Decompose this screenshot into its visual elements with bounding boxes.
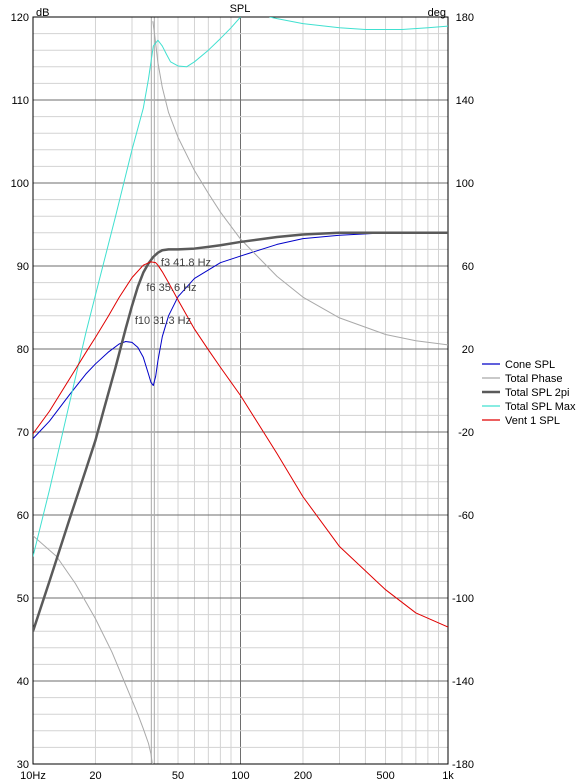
y-right-tick-label: -20 [458, 427, 474, 439]
series-line-total-spl-2pi [33, 231, 448, 632]
y-left-tick-label: 110 [11, 95, 29, 107]
series-line-total-spl-max [33, 17, 241, 557]
series-line-cone-spl [33, 232, 448, 439]
y-left-ticks: 120 110 100 90 80 70 60 50 40 30 [11, 12, 29, 771]
y-left-unit-label: dB [36, 7, 49, 19]
y-right-ticks: 180 140 100 60 20 -20 -60 -100 -140 -180 [452, 12, 474, 771]
y-right-tick-label: -100 [452, 593, 474, 605]
legend-label-vent-1-spl: Vent 1 SPL [505, 415, 560, 427]
y-left-tick-label: 50 [17, 593, 29, 605]
y-right-tick-label: 60 [462, 261, 474, 273]
y-left-tick-label: 40 [17, 676, 29, 688]
x-tick-label: 1k [442, 770, 454, 782]
y-left-tick-label: 60 [17, 510, 29, 522]
y-left-tick-label: 100 [11, 178, 29, 190]
legend-label-total-spl-max: Total SPL Max [505, 401, 576, 413]
y-right-tick-label: 180 [456, 12, 474, 24]
y-left-tick-label: 30 [17, 759, 29, 771]
legend: Cone SPL Total Phase Total SPL 2pi Total SP… [482, 359, 576, 427]
annotation-f6-35-6-hz: f6 35.6 Hz [146, 282, 196, 294]
annotation-f3-41-8-hz: f3 41.8 Hz [161, 257, 211, 269]
y-right-tick-label: -140 [452, 676, 474, 688]
series [33, 17, 448, 764]
series-line-total-phase [33, 535, 153, 764]
annotations: f3 41.8 Hz f6 35.6 Hz f10 31.3 Hz [135, 257, 211, 327]
x-tick-label: 20 [89, 770, 101, 782]
y-right-tick-label: 20 [462, 344, 474, 356]
y-right-tick-label: 140 [456, 95, 474, 107]
x-tick-label: 500 [376, 770, 394, 782]
series-line-total-spl-max [269, 17, 448, 30]
y-left-tick-label: 120 [11, 12, 29, 24]
series-line-total-phase [152, 21, 448, 346]
y-left-tick-label: 90 [17, 261, 29, 273]
y-right-tick-label: -180 [452, 759, 474, 771]
series-line-vent-1-spl [33, 261, 448, 628]
legend-label-cone-spl: Cone SPL [505, 359, 555, 371]
x-axis-ticks: 10Hz 20 50 100 200 500 1k [20, 770, 454, 782]
grid [33, 17, 448, 764]
markers [150, 17, 155, 764]
y-right-unit-label: deg [428, 7, 446, 19]
chart-title: SPL [230, 3, 251, 15]
legend-label-total-phase: Total Phase [505, 373, 562, 385]
x-tick-label: 10Hz [20, 770, 46, 782]
x-tick-label: 200 [294, 770, 312, 782]
legend-label-total-spl-2pi: Total SPL 2pi [505, 387, 569, 399]
annotation-f10-31-3-hz: f10 31.3 Hz [135, 315, 191, 327]
y-left-tick-label: 70 [17, 427, 29, 439]
y-right-tick-label: 100 [456, 178, 474, 190]
x-tick-label: 50 [172, 770, 184, 782]
y-right-tick-label: -60 [458, 510, 474, 522]
y-left-tick-label: 80 [17, 344, 29, 356]
x-tick-label: 100 [231, 770, 249, 782]
